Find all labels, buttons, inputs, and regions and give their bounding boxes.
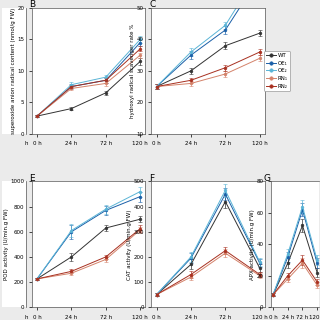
Y-axis label: APX activity (U/min.g FW): APX activity (U/min.g FW) xyxy=(250,209,255,280)
Y-axis label: hydroxyl radical scavenger rate %: hydroxyl radical scavenger rate % xyxy=(130,24,135,118)
Text: G: G xyxy=(264,174,271,183)
Text: F: F xyxy=(149,174,154,183)
Y-axis label: superoxide anion radical content (nmol/g FW): superoxide anion radical content (nmol/g… xyxy=(11,8,16,134)
Y-axis label: CAT activity (U/min.g FW): CAT activity (U/min.g FW) xyxy=(127,209,132,280)
Text: B: B xyxy=(29,0,36,10)
Legend: WT, OE₁, OE₂, RN₁, RN₂: WT, OE₁, OE₂, RN₁, RN₂ xyxy=(264,51,290,91)
Text: E: E xyxy=(29,174,35,183)
Y-axis label: POD activity (U/min.g FW): POD activity (U/min.g FW) xyxy=(4,208,9,280)
Text: C: C xyxy=(149,0,155,10)
